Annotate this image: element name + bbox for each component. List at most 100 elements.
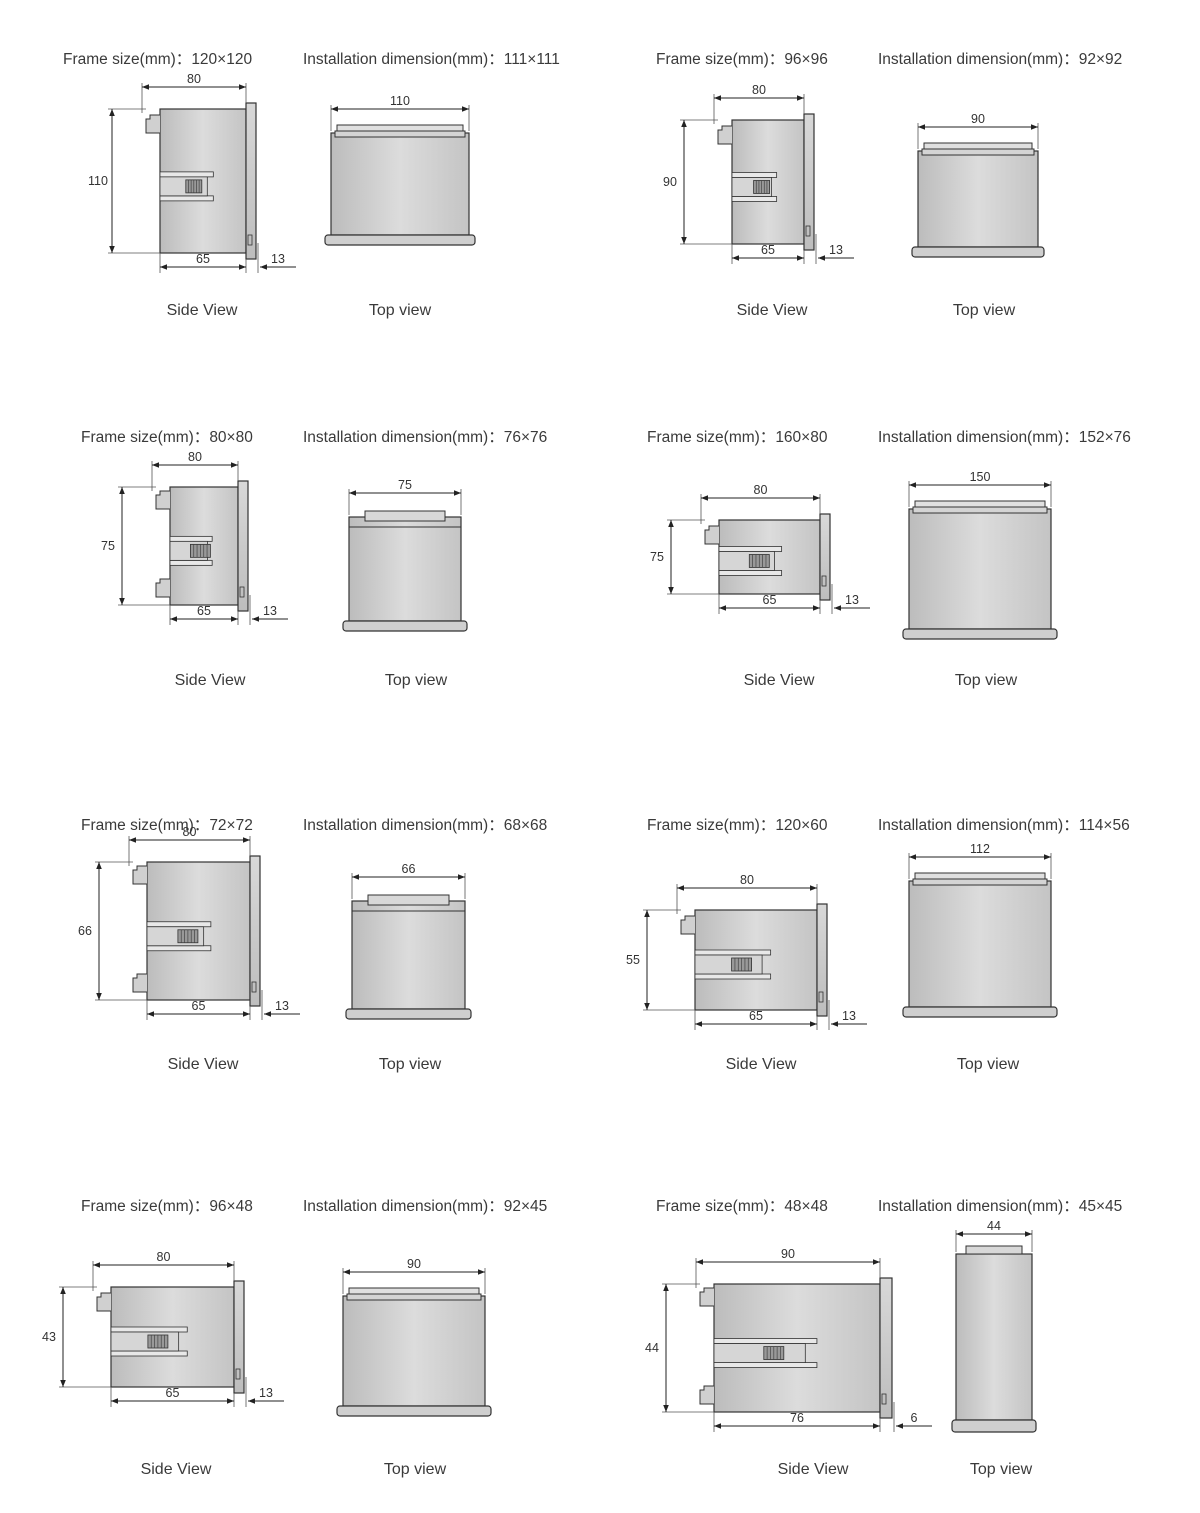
top-view-drawing: 66: [345, 862, 472, 1020]
installation-prefix: Installation dimension(mm)：: [878, 817, 1079, 834]
dimension-label: 80: [187, 72, 201, 86]
mounting-clamp: [694, 954, 763, 975]
installation-prefix: Installation dimension(mm)：: [303, 429, 504, 446]
top-view-drawing: 150: [902, 470, 1058, 640]
top-rail: [912, 878, 1048, 886]
latch: [821, 575, 827, 587]
front-bezel: [342, 620, 468, 632]
terminal-connector: [680, 915, 695, 935]
dimension-label: 76: [790, 1411, 804, 1425]
housing-top: [955, 1253, 1033, 1421]
dimension-label: 65: [749, 1009, 763, 1023]
installation-prefix: Installation dimension(mm)：: [878, 1198, 1079, 1215]
dimension-label: 90: [407, 1257, 421, 1271]
installation-value: 68×68: [503, 817, 548, 834]
frame-size-title: Frame size(mm)：120×60: [647, 813, 827, 835]
top-rail: [336, 124, 464, 132]
mounting-clamp: [713, 1343, 806, 1363]
frame-size-title: Frame size(mm)：72×72: [81, 813, 253, 835]
mounting-rail: [159, 195, 214, 202]
mounting-rail: [713, 1338, 818, 1344]
top-lip: [351, 901, 466, 912]
dimension-label: 13: [275, 999, 289, 1013]
top-rail: [914, 872, 1046, 880]
top-rail: [965, 1245, 1023, 1255]
top-view-label: Top view: [383, 1461, 447, 1478]
housing-top: [351, 900, 466, 1010]
side-view-label: Side View: [725, 1056, 797, 1073]
dimension-label: 110: [390, 94, 410, 108]
spec-block: Frame size(mm)：160×80 Installation dimens…: [647, 425, 1200, 725]
spec-block: Frame size(mm)：96×48 Installation dimensi…: [42, 1194, 641, 1494]
dimension-label: 44: [987, 1219, 1001, 1233]
installation-dimension-title: Installation dimension(mm)：111×111: [303, 47, 560, 69]
latch: [239, 586, 245, 598]
installation-value: 92×92: [1078, 51, 1123, 68]
dimension-label: 112: [970, 842, 990, 856]
top-view-drawing: 44: [951, 1219, 1037, 1433]
mounting-rail: [146, 921, 212, 928]
spec-block: Frame size(mm)：80×80 Installation dimensi…: [81, 425, 641, 725]
top-view-drawing: 110: [324, 94, 476, 246]
dimension-label: 75: [101, 539, 115, 553]
dimension-label: 90: [663, 175, 677, 189]
side-view-label: Side View: [743, 672, 815, 689]
installation-prefix: Installation dimension(mm)：: [878, 51, 1079, 68]
top-view-drawing: 75: [342, 478, 468, 632]
mounting-rail: [169, 559, 213, 566]
mounting-rail: [169, 535, 213, 542]
latch: [247, 234, 253, 246]
frame-size-prefix: Frame size(mm)：: [81, 429, 210, 446]
terminal-connector: [155, 578, 170, 598]
installation-prefix: Installation dimension(mm)：: [303, 1198, 504, 1215]
top-view-label: Top view: [956, 1056, 1020, 1073]
top-view-label: Top view: [954, 672, 1018, 689]
terminal-connector: [155, 490, 170, 510]
front-bezel: [324, 234, 476, 246]
housing-top: [908, 508, 1052, 630]
dimension-label: 6: [911, 1411, 918, 1425]
terminal-connector: [145, 114, 160, 134]
dimension-drawing: 80 66 65 13 66: [78, 825, 472, 1020]
dimension-drawing: 80 43 65 13 90: [42, 1250, 492, 1417]
dimension-label: 150: [970, 470, 991, 484]
frame-size-prefix: Frame size(mm)：: [647, 429, 776, 446]
frame-size-value: 160×80: [775, 429, 828, 446]
side-view-label: Side View: [167, 1056, 239, 1073]
frame-size-title: Frame size(mm)：160×80: [647, 425, 827, 447]
frame-size-value: 120×120: [191, 51, 253, 68]
dimension-label: 43: [42, 1330, 56, 1344]
installation-dimension-title: Installation dimension(mm)：114×56: [878, 813, 1130, 835]
frame-size-prefix: Frame size(mm)：: [656, 51, 785, 68]
terminal-connector: [132, 973, 147, 993]
terminal-connector: [699, 1287, 714, 1307]
mounting-rail: [694, 949, 772, 956]
dimension-label: 65: [763, 593, 777, 607]
dimension-label: 80: [157, 1250, 171, 1264]
dimension-label: 80: [752, 83, 766, 97]
front-bezel: [336, 1405, 492, 1417]
top-lip: [348, 517, 462, 528]
mounting-rail: [731, 196, 778, 202]
latch: [251, 981, 257, 993]
installation-value: 76×76: [503, 429, 548, 446]
top-view-label: Top view: [969, 1461, 1033, 1478]
top-rail: [346, 1293, 482, 1301]
installation-dimension-title: Installation dimension(mm)：152×76: [878, 425, 1131, 447]
top-view-label: Top view: [378, 1056, 442, 1073]
installation-dimension-title: Installation dimension(mm)：92×92: [878, 47, 1122, 69]
installation-prefix: Installation dimension(mm)：: [303, 817, 504, 834]
top-rail: [334, 130, 466, 138]
mounting-rail: [713, 1362, 818, 1368]
frame-size-value: 72×72: [209, 817, 253, 834]
front-bezel: [345, 1008, 472, 1020]
top-view-drawing: 112: [902, 842, 1058, 1018]
installation-prefix: Installation dimension(mm)：: [303, 51, 504, 68]
frame-size-prefix: Frame size(mm)：: [647, 817, 776, 834]
mounting-rail: [731, 172, 778, 178]
side-view-drawing: 90 44 76 6: [645, 1247, 932, 1432]
side-view-drawing: 80 75 65 13: [101, 450, 288, 625]
side-view-label: Side View: [736, 302, 808, 319]
installation-value: 92×45: [503, 1198, 548, 1215]
side-view-label: Side View: [777, 1461, 849, 1478]
